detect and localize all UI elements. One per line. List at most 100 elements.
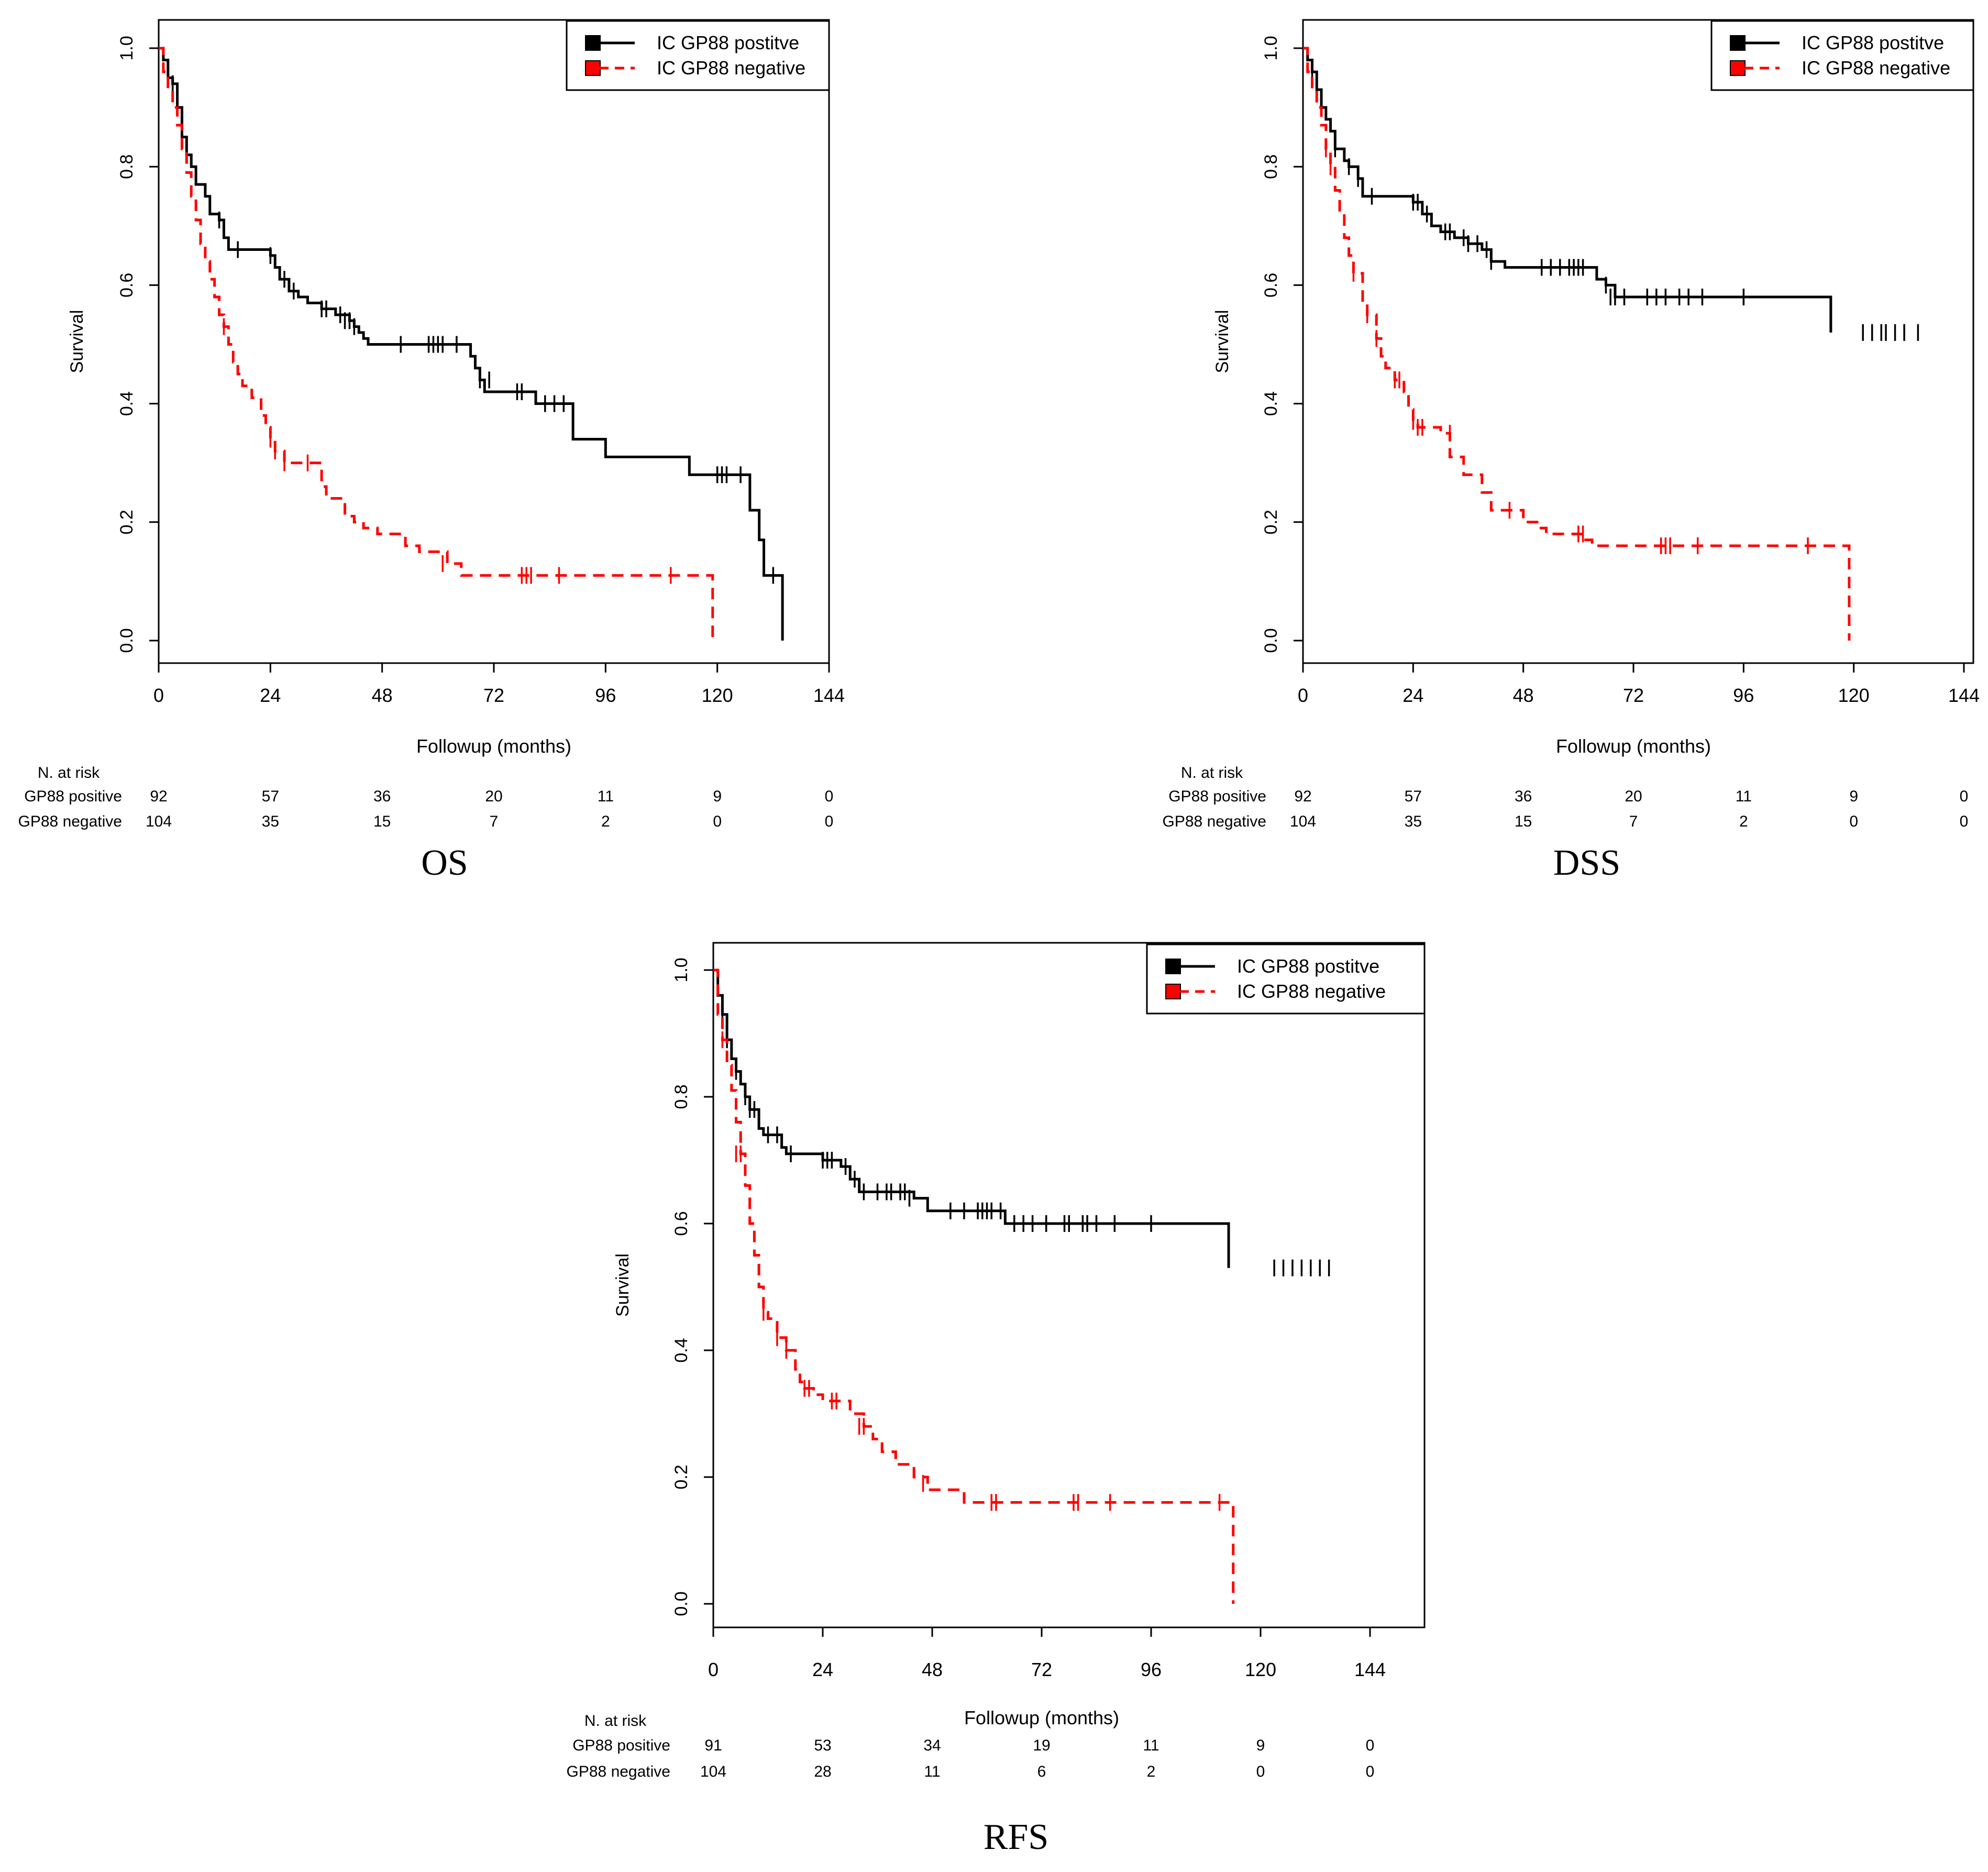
panel-title: RFS	[984, 1817, 1049, 1857]
risk-label-positive: GP88 positive	[1168, 788, 1266, 805]
y-tick-label: 0.8	[117, 155, 137, 179]
x-axis-label: Followup (months)	[416, 735, 571, 757]
x-tick-label: 144	[1354, 1659, 1386, 1680]
x-tick-label: 120	[1838, 685, 1870, 706]
legend-box	[1146, 943, 1426, 1015]
legend-positive-swatch	[1730, 35, 1746, 51]
risk-count-negative: 6	[1037, 1763, 1046, 1780]
x-tick-label: 0	[708, 1659, 719, 1680]
legend-positive-swatch	[1165, 959, 1181, 974]
legend-negative-swatch	[1730, 60, 1746, 76]
legend-positive-swatch	[585, 35, 601, 51]
risk-count-negative: 0	[825, 813, 834, 830]
legend-negative-label: IC GP88 negative	[1237, 981, 1386, 1002]
x-tick-label: 24	[812, 1659, 833, 1680]
risk-count-negative: 7	[490, 813, 499, 830]
y-tick-label: 0.0	[1261, 628, 1281, 653]
y-tick-label: 0.6	[117, 273, 137, 298]
y-tick-label: 1.0	[117, 36, 137, 60]
risk-count-negative: 28	[814, 1763, 831, 1780]
legend-positive-label: IC GP88 postitve	[1802, 32, 1944, 53]
legend-negative-swatch	[585, 60, 601, 76]
risk-label-negative: GP88 negative	[18, 813, 122, 830]
x-tick-label: 120	[1245, 1659, 1276, 1680]
risk-count-positive: 11	[1736, 788, 1752, 805]
legend-negative-label: IC GP88 negative	[1802, 57, 1950, 79]
risk-count-negative: 2	[1147, 1763, 1156, 1780]
risk-count-negative: 104	[700, 1763, 726, 1780]
legend-negative-label: IC GP88 negative	[657, 57, 805, 79]
y-tick-label: 0.6	[671, 1211, 691, 1236]
risk-count-positive: 36	[1515, 788, 1532, 805]
y-tick-label: 0.6	[1261, 273, 1281, 298]
risk-count-positive: 9	[713, 788, 722, 805]
x-tick-label: 72	[1623, 685, 1644, 706]
x-axis-label: Followup (months)	[1556, 735, 1711, 757]
y-tick-label: 0.4	[1261, 391, 1281, 416]
x-tick-label: 96	[595, 685, 616, 706]
y-tick-label: 1.0	[1261, 36, 1281, 60]
risk-label-positive: GP88 positive	[572, 1737, 670, 1754]
risk-count-positive: 0	[825, 788, 834, 805]
negative-survival-curve	[1303, 47, 1851, 641]
risk-count-negative: 2	[601, 813, 610, 830]
y-tick-label: 0.8	[671, 1084, 691, 1109]
panel-title: OS	[421, 843, 468, 883]
x-tick-label: 48	[922, 1659, 943, 1680]
risk-count-positive: 9	[1256, 1737, 1265, 1754]
risk-count-positive: 9	[1849, 788, 1858, 805]
risk-count-positive: 11	[598, 788, 614, 805]
y-axis-label: Survival	[67, 310, 87, 373]
x-tick-label: 72	[1031, 1659, 1052, 1680]
risk-count-positive: 53	[814, 1737, 831, 1754]
risk-count-positive: 34	[923, 1737, 941, 1754]
risk-table-header: N. at risk	[38, 764, 100, 781]
x-tick-label: 0	[153, 685, 164, 706]
y-tick-label: 0.4	[117, 391, 137, 416]
negative-survival-curve	[159, 47, 714, 641]
y-tick-label: 0.2	[117, 510, 137, 534]
risk-label-negative: GP88 negative	[567, 1763, 670, 1780]
x-tick-label: 72	[483, 685, 504, 706]
y-tick-label: 0.4	[671, 1338, 691, 1362]
legend-positive-label: IC GP88 postitve	[657, 32, 799, 53]
risk-count-negative: 11	[924, 1763, 940, 1780]
risk-count-positive: 19	[1033, 1737, 1050, 1754]
risk-count-positive: 92	[150, 788, 167, 805]
risk-count-negative: 15	[373, 813, 391, 830]
risk-count-negative: 35	[262, 813, 279, 830]
positive-survival-curve	[159, 47, 784, 641]
legend-positive-label: IC GP88 postitve	[1237, 955, 1379, 977]
risk-count-positive: 36	[373, 788, 391, 805]
risk-count-negative: 0	[1849, 813, 1858, 830]
x-tick-label: 144	[1948, 685, 1980, 706]
x-tick-label: 24	[260, 685, 281, 706]
risk-count-positive: 0	[1960, 788, 1969, 805]
x-tick-label: 120	[702, 685, 733, 706]
risk-count-positive: 0	[1366, 1737, 1375, 1754]
y-tick-label: 0.8	[1261, 155, 1281, 179]
y-tick-label: 0.2	[671, 1464, 691, 1489]
panel-title: DSS	[1553, 843, 1620, 883]
positive-survival-curve	[713, 968, 1230, 1268]
x-tick-label: 24	[1402, 685, 1423, 706]
y-tick-label: 0.2	[1261, 510, 1281, 534]
x-tick-label: 48	[1513, 685, 1534, 706]
risk-count-negative: 0	[1256, 1763, 1265, 1780]
risk-count-positive: 91	[704, 1737, 722, 1754]
risk-label-positive: GP88 positive	[24, 788, 122, 805]
risk-count-negative: 104	[146, 813, 172, 830]
risk-count-positive: 20	[1625, 788, 1642, 805]
risk-count-negative: 15	[1515, 813, 1532, 830]
legend-box	[566, 20, 830, 91]
risk-count-positive: 57	[262, 788, 279, 805]
risk-count-positive: 57	[1405, 788, 1422, 805]
y-axis-label: Survival	[1212, 310, 1232, 373]
risk-count-positive: 11	[1143, 1737, 1159, 1754]
legend-negative-swatch	[1165, 984, 1181, 999]
x-tick-label: 144	[813, 685, 845, 706]
legend-box	[1710, 20, 1974, 91]
